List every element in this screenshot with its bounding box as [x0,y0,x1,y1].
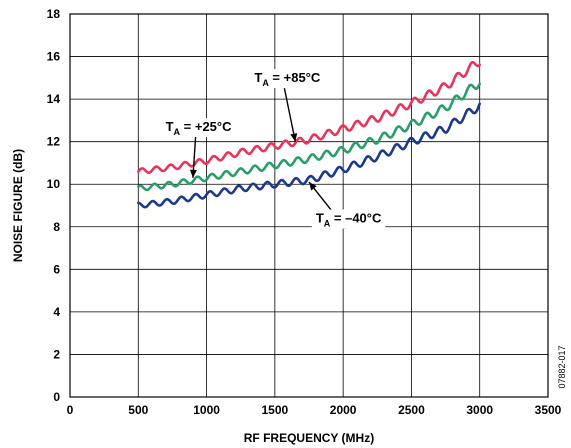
y-tick-label: 14 [47,92,61,106]
y-tick-label: 2 [53,347,60,361]
y-tick-label: 12 [47,135,61,149]
tick-labels: 0 500 1000 1500 2000 2500 3000 3500 0 2 4 6 8 10 12 14 1… [47,7,562,417]
annotations: TA = +85°C TA = +25°C TA = –40°C [161,69,386,229]
x-tick-label: 3000 [466,403,493,417]
series-label-text: TA = +25°C [166,119,233,137]
arrowhead [309,182,317,191]
y-tick-label: 0 [53,390,60,404]
label-background [250,69,325,89]
label-background [161,118,236,138]
series-label-text: TA = +85°C [254,70,321,88]
leader-line [283,87,297,142]
figure-id: 07882-017 [557,345,567,388]
series-line-1 [137,82,482,192]
y-tick-label: 18 [47,7,61,21]
series-label-1: TA = +25°C [161,118,236,178]
y-tick-label: 6 [53,262,60,276]
series-line-2 [137,102,482,209]
curves [137,60,482,209]
x-tick-label: 2000 [330,403,357,417]
x-tick-label: 3500 [535,403,562,417]
y-tick-label: 8 [53,220,60,234]
x-tick-label: 1500 [262,403,289,417]
label-background [311,209,386,229]
x-tick-label: 1000 [193,403,220,417]
y-axis-title: NOISE FIGURE (dB) [11,149,25,262]
arrowhead [189,169,197,178]
x-tick-label: 500 [128,403,148,417]
y-tick-label: 16 [47,50,61,64]
series-label-0: TA = +85°C [250,69,325,142]
series-label-text: TA = –40°C [316,211,382,229]
y-tick-label: 4 [53,305,60,319]
x-axis-title: RF FREQUENCY (MHz) [244,431,374,445]
x-tick-label: 2500 [398,403,425,417]
plot-frame [69,13,549,398]
arrowhead [290,133,298,142]
series-label-2: TA = –40°C [308,181,386,229]
x-tick-label: 0 [67,403,74,417]
series-line-0 [137,60,482,174]
y-tick-label: 10 [47,177,61,191]
